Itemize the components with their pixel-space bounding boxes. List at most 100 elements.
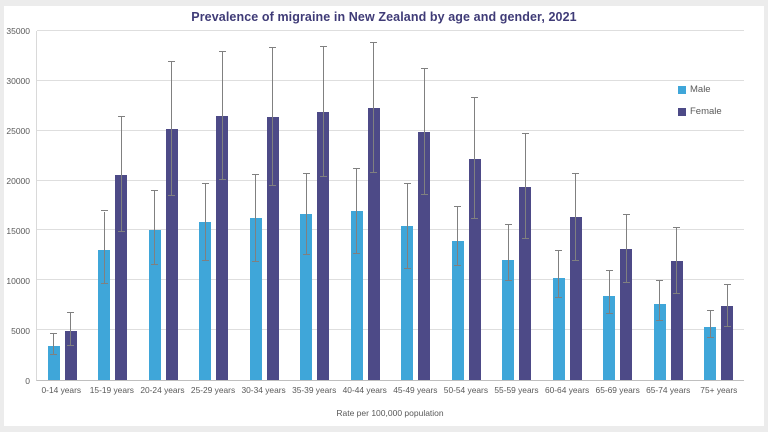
error-bar-line bbox=[575, 173, 577, 262]
error-bar-cap bbox=[370, 171, 378, 173]
chart-title: Prevalence of migraine in New Zealand by… bbox=[191, 10, 577, 24]
error-bar-cap bbox=[403, 268, 411, 270]
x-axis-category-label: 25-29 years bbox=[190, 385, 236, 395]
error-bar-line bbox=[305, 173, 307, 256]
x-axis-category-label: 40-44 years bbox=[342, 385, 387, 395]
error-bar-line bbox=[272, 47, 274, 186]
bar-male bbox=[300, 214, 313, 380]
error-bar-cap bbox=[454, 265, 462, 267]
error-bar-cap bbox=[269, 184, 277, 186]
error-bar-cap bbox=[622, 282, 630, 284]
error-bar-cap bbox=[504, 280, 512, 282]
bar-group bbox=[340, 31, 391, 380]
bar-male bbox=[148, 230, 161, 380]
bar-slot bbox=[317, 31, 330, 380]
bar-slot bbox=[620, 31, 633, 380]
y-axis: 0 5000 10000 15000 20000 25000 30000 35000 bbox=[4, 26, 32, 386]
y-tick-label: 20000 bbox=[6, 176, 30, 186]
error-bar-cap bbox=[353, 167, 361, 169]
bar-female bbox=[468, 158, 481, 380]
error-bar-line bbox=[507, 225, 509, 282]
bar-group bbox=[138, 31, 189, 380]
error-bar-line bbox=[53, 334, 55, 356]
error-bar-cap bbox=[673, 227, 681, 229]
error-bar-line bbox=[625, 215, 627, 284]
error-bar-cap bbox=[100, 210, 108, 212]
bar-female bbox=[670, 261, 683, 380]
error-bar-cap bbox=[100, 283, 108, 285]
error-bar-line bbox=[373, 42, 375, 173]
bar-slot bbox=[148, 31, 161, 380]
error-bar-cap bbox=[471, 218, 479, 220]
bar-male bbox=[552, 278, 565, 380]
y-tick-label: 35000 bbox=[6, 26, 30, 36]
y-tick-label: 30000 bbox=[6, 76, 30, 86]
bar-group bbox=[239, 31, 290, 380]
error-bar-line bbox=[103, 211, 105, 285]
error-bar-cap bbox=[605, 270, 613, 272]
gridline bbox=[37, 129, 744, 131]
bar-slot bbox=[64, 31, 77, 380]
bar-slot bbox=[115, 31, 128, 380]
bar-group bbox=[37, 31, 88, 380]
bar-slot bbox=[300, 31, 313, 380]
error-bar-cap bbox=[656, 280, 664, 282]
bar-slot bbox=[216, 31, 229, 380]
bar-group bbox=[694, 31, 745, 380]
legend-swatch-icon bbox=[678, 85, 686, 94]
bar-male bbox=[502, 260, 515, 380]
bar-slot bbox=[704, 31, 717, 380]
error-bar-cap bbox=[471, 96, 479, 98]
bar-slot bbox=[519, 31, 532, 380]
bar-group bbox=[290, 31, 341, 380]
bar-slot bbox=[569, 31, 582, 380]
error-bar-line bbox=[474, 97, 476, 220]
error-bar-line bbox=[423, 68, 425, 195]
error-bar-cap bbox=[201, 260, 209, 262]
x-axis-category-label: 0-14 years bbox=[41, 385, 82, 395]
bar-female bbox=[317, 111, 330, 380]
error-bar-cap bbox=[168, 60, 176, 62]
bar-male bbox=[98, 250, 111, 380]
error-bar-cap bbox=[151, 264, 159, 266]
y-tick-label: 5000 bbox=[11, 326, 30, 336]
error-bar-line bbox=[221, 51, 223, 180]
bar-group bbox=[542, 31, 593, 380]
error-bar-line bbox=[322, 46, 324, 177]
gridline bbox=[37, 30, 744, 31]
error-bar-cap bbox=[706, 337, 714, 339]
gridline bbox=[37, 229, 744, 231]
legend-item-female: Female bbox=[678, 106, 722, 117]
error-bar-cap bbox=[252, 261, 260, 263]
bar-slot bbox=[350, 31, 363, 380]
error-bar-line bbox=[406, 183, 408, 270]
plot-area: Male Female bbox=[36, 30, 745, 381]
bar-female bbox=[216, 115, 229, 380]
x-axis-category-label: 75+ years bbox=[700, 385, 738, 395]
error-bar-cap bbox=[403, 182, 411, 184]
error-bar-line bbox=[204, 183, 206, 262]
error-bar-line bbox=[255, 174, 257, 263]
error-bar-cap bbox=[572, 260, 580, 262]
bar-slot bbox=[165, 31, 178, 380]
error-bar-cap bbox=[302, 172, 310, 174]
bar-slot bbox=[47, 31, 60, 380]
bar-slot bbox=[199, 31, 212, 380]
x-axis-category-label: 65-69 years bbox=[595, 385, 640, 395]
bar-male bbox=[401, 226, 414, 380]
error-bar-cap bbox=[504, 224, 512, 226]
bar-slot bbox=[451, 31, 464, 380]
bar-male bbox=[653, 304, 666, 380]
x-axis-title: Rate per 100,000 population bbox=[336, 408, 444, 418]
bar-female bbox=[64, 331, 77, 380]
error-bar-cap bbox=[50, 354, 58, 356]
error-bar-cap bbox=[269, 46, 277, 48]
bar-slot bbox=[418, 31, 431, 380]
bar-female bbox=[165, 128, 178, 380]
error-bar-cap bbox=[218, 178, 226, 180]
x-axis-category-label: 20-24 years bbox=[140, 385, 185, 395]
error-bar-cap bbox=[622, 214, 630, 216]
error-bar-cap bbox=[319, 45, 327, 47]
error-bar-cap bbox=[555, 297, 563, 299]
bar-female bbox=[266, 116, 279, 380]
